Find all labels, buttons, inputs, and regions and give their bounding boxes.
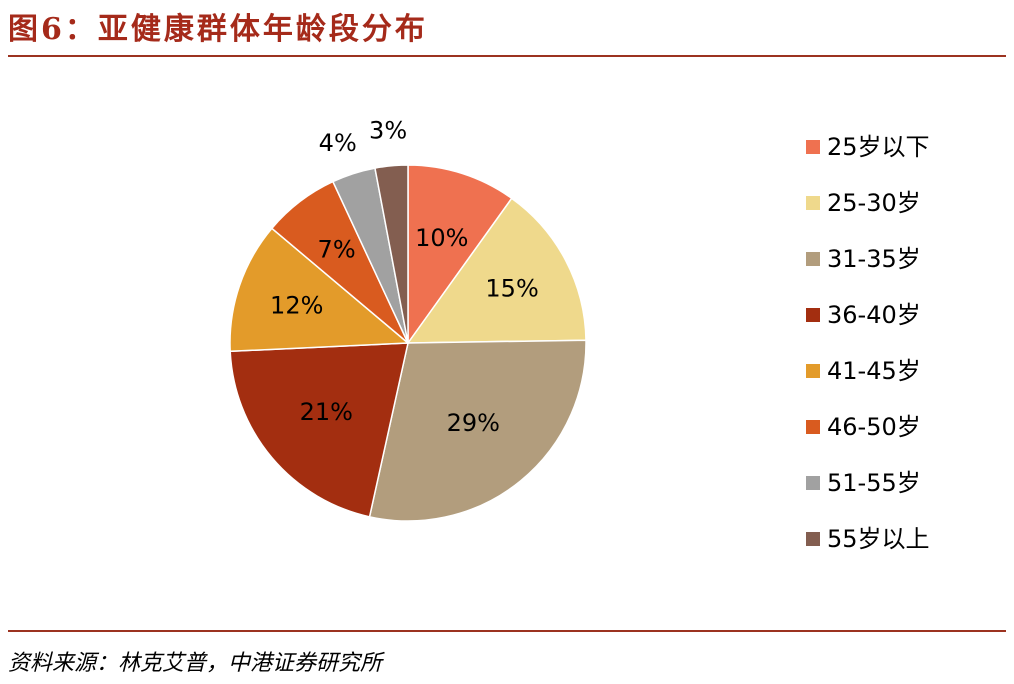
legend-swatch-31-35 <box>806 252 820 266</box>
pie-slice-over-55 <box>374 164 409 344</box>
legend-swatch-36-40 <box>806 308 820 322</box>
pie-slice-25-30 <box>406 197 587 344</box>
pie-label-46-50: 7% <box>318 236 356 264</box>
pie-slice-under-25 <box>407 164 513 346</box>
source-note: 资料来源：林克艾普，中港证券研究所 <box>8 651 383 676</box>
legend-swatch-46-50 <box>806 420 820 434</box>
legend-label-under-25: 25岁以下 <box>827 133 930 161</box>
pie-label-over-55: 3% <box>369 116 407 144</box>
legend-label-46-50: 46-50岁 <box>827 413 921 441</box>
legend-label-41-45: 41-45岁 <box>827 357 921 385</box>
pie-percent-labels: 10% 15% 29% 21% 12% 7% 4% 3% <box>270 116 539 437</box>
legend-label-25-30: 25-30岁 <box>827 189 921 217</box>
legend-swatch-25-30 <box>806 196 820 210</box>
legend-swatch-over-55 <box>806 532 820 546</box>
figure-title: 图6：亚健康群体年龄段分布 <box>8 12 428 47</box>
pie-slice-31-35 <box>368 339 587 522</box>
legend-label-over-55: 55岁以上 <box>827 525 930 553</box>
pie-slice-41-45 <box>229 227 410 353</box>
legend-label-31-35: 31-35岁 <box>827 245 921 273</box>
legend-label-51-55: 51-55岁 <box>827 469 921 497</box>
chart-legend: 25岁以下 25-30岁 31-35岁 36-40岁 41-45岁 46-50岁 51-55… <box>806 133 930 553</box>
legend-label-36-40: 36-40岁 <box>827 301 921 329</box>
pie-label-31-35: 29% <box>447 409 500 437</box>
pie-slices <box>229 164 587 522</box>
pie-label-51-55: 4% <box>319 129 357 157</box>
pie-label-36-40: 21% <box>300 398 353 426</box>
pie-label-under-25: 10% <box>415 224 468 252</box>
pie-label-25-30: 15% <box>485 275 538 303</box>
legend-swatch-under-25 <box>806 140 820 154</box>
title-divider <box>8 55 1006 57</box>
legend-swatch-51-55 <box>806 476 820 490</box>
legend-swatch-41-45 <box>806 364 820 378</box>
pie-label-41-45: 12% <box>270 291 323 319</box>
source-divider <box>8 630 1006 632</box>
pie-slice-36-40 <box>229 342 409 518</box>
